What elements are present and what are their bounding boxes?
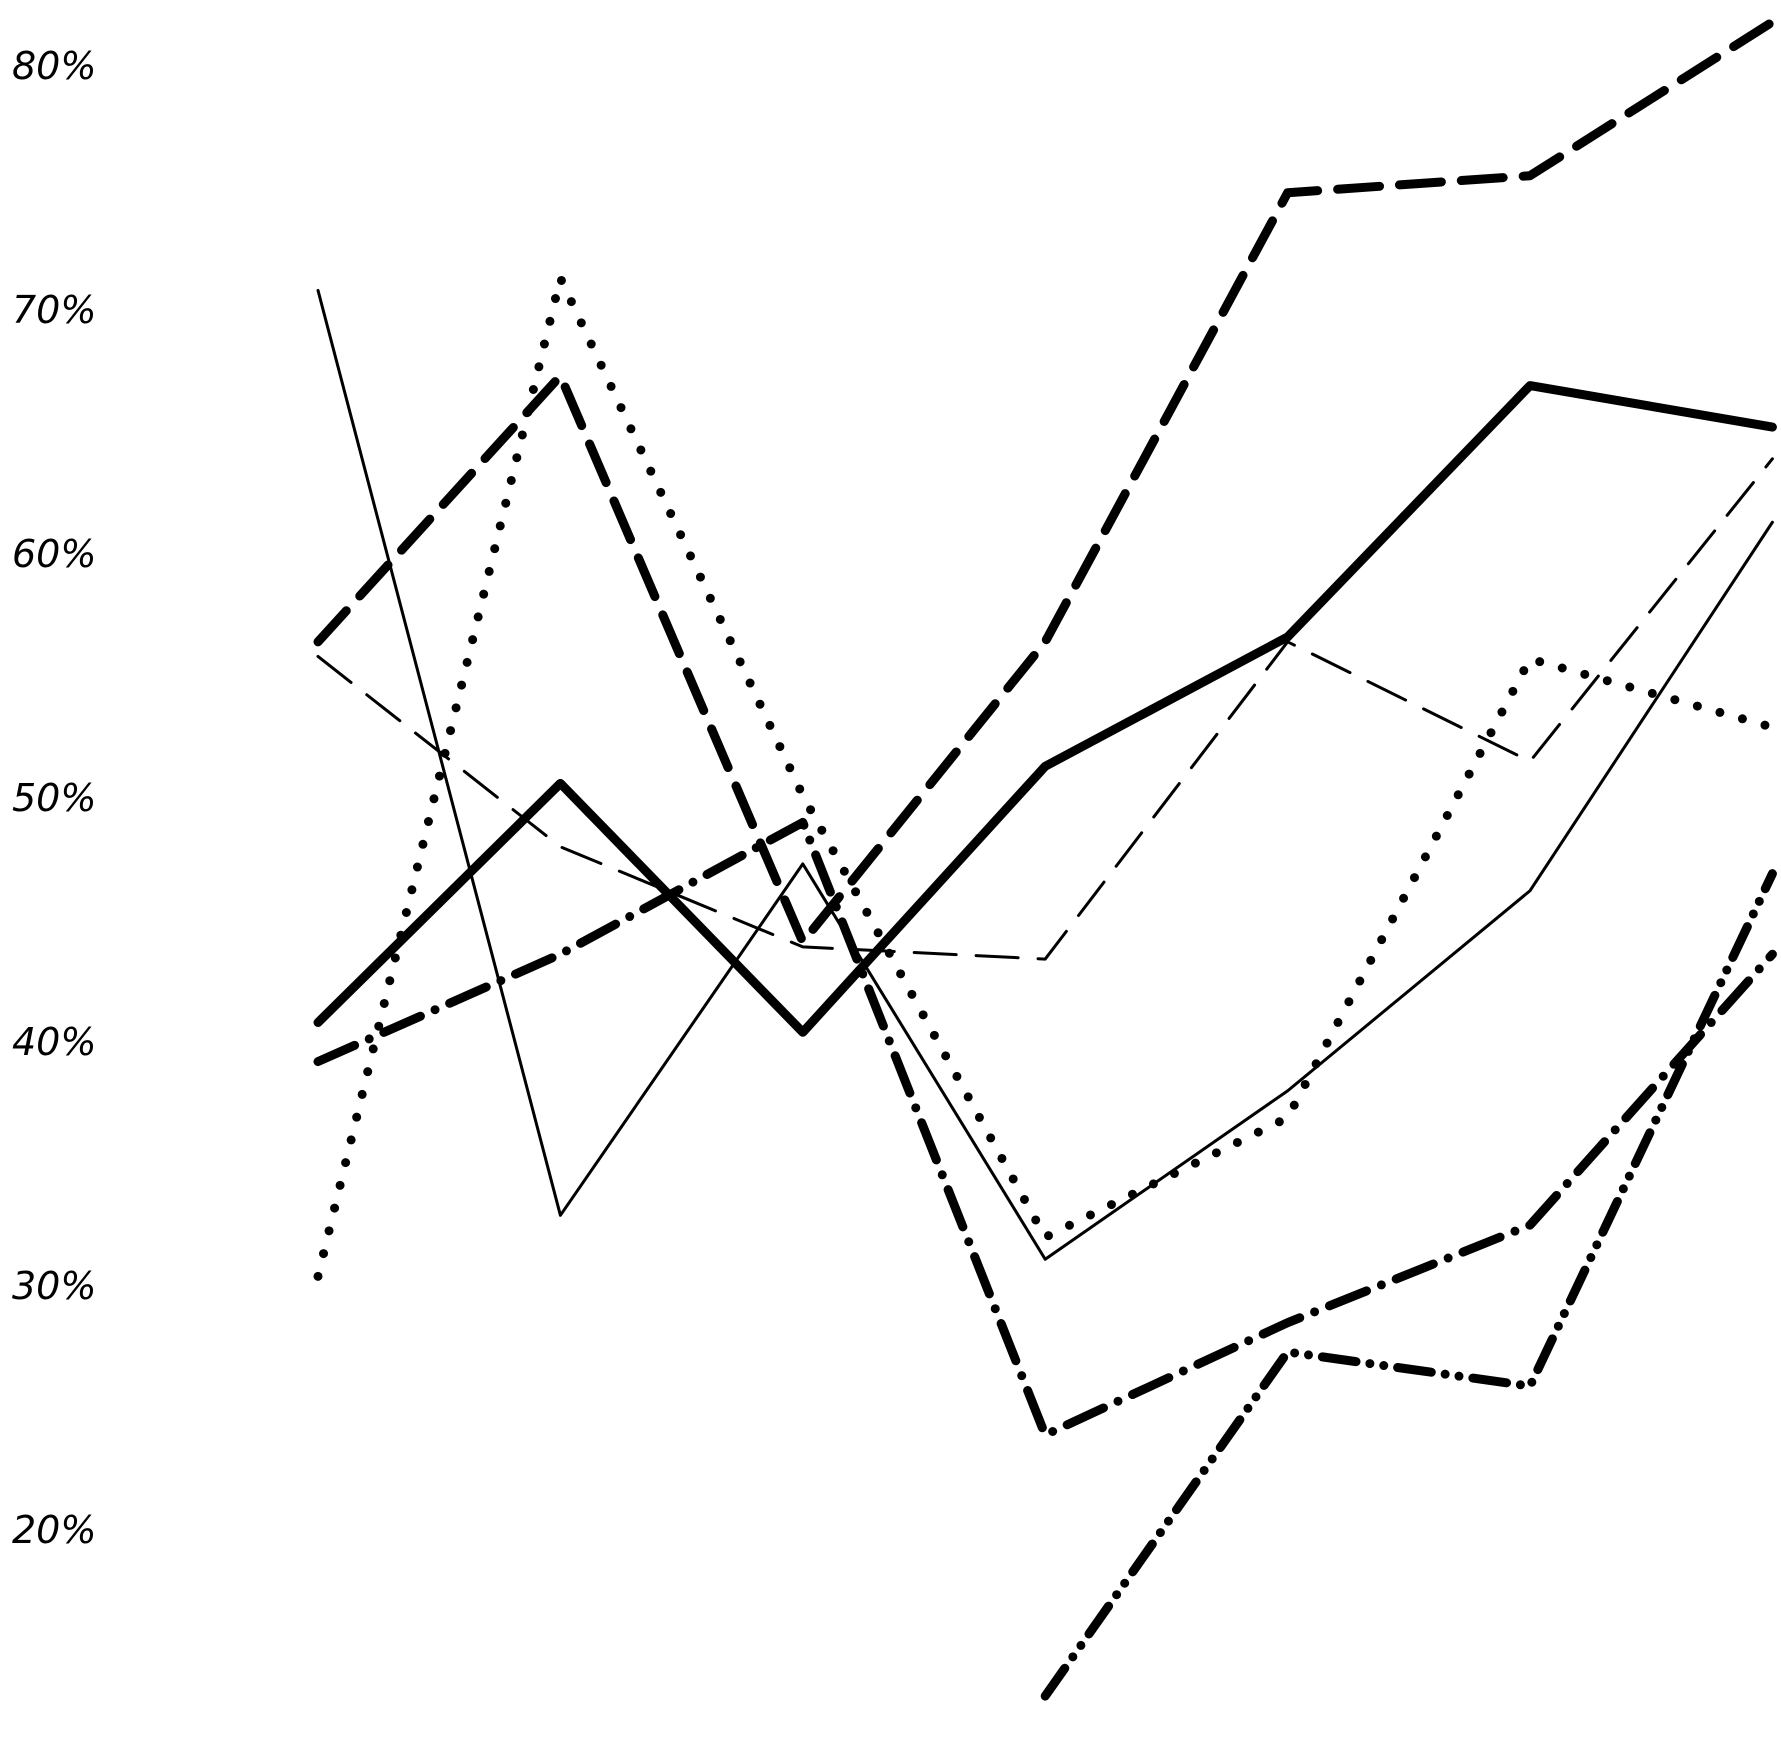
series-line [316,288,1774,1261]
y-tick-label: 60% [12,532,96,576]
y-tick-label: 40% [12,1020,96,1064]
series-line [1040,869,1777,1701]
y-tick-label: 20% [12,1508,96,1552]
series-line [313,381,1777,1037]
series-line [313,17,1777,947]
series-line [313,273,1777,1281]
y-tick-label: 50% [12,776,96,820]
y-tick-label: 80% [12,44,96,88]
series-line [313,817,1777,1440]
series-line [316,457,1774,961]
y-tick-label: 30% [12,1264,96,1308]
y-tick-label: 70% [12,288,96,332]
